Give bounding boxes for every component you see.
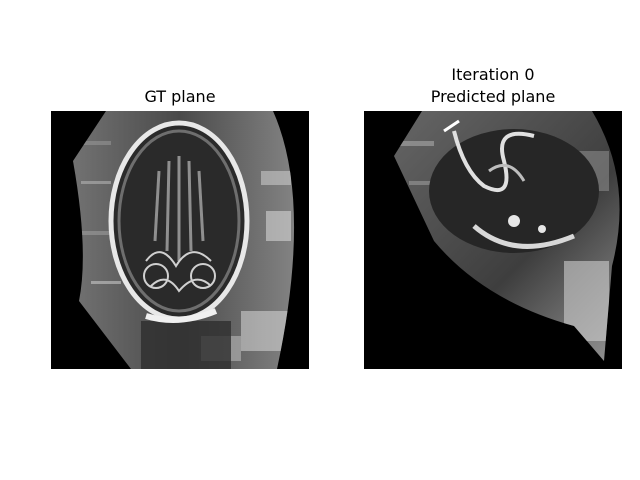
predicted-plane-image [364, 111, 622, 369]
right-title-line-2: Predicted plane [430, 87, 556, 106]
gt-plane-image [51, 111, 309, 369]
left-title-line-1: GT plane [144, 87, 216, 106]
right-panel-title: Iteration 0 Predicted plane [364, 64, 622, 108]
left-panel-title: GT plane [51, 86, 309, 108]
right-title-line-1: Iteration 0 [451, 65, 535, 84]
